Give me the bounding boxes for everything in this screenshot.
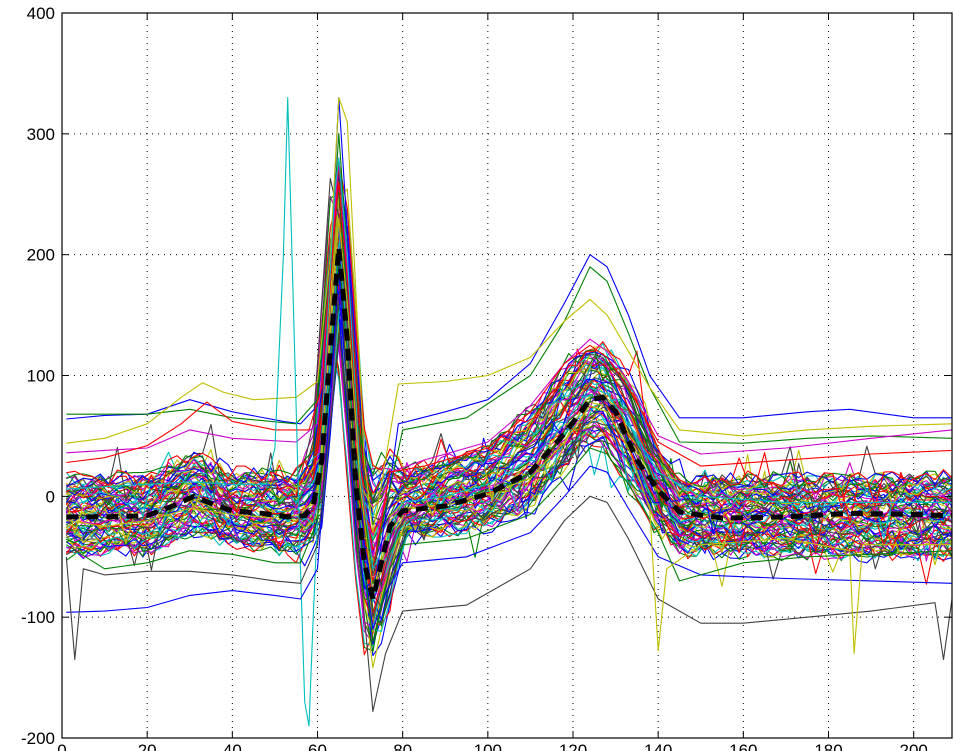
x-tick-label: 180 (814, 741, 842, 751)
x-tick-label: 20 (138, 741, 157, 751)
outlier-trace (66, 266, 952, 630)
outlier-trace (66, 97, 952, 534)
x-tick-label: 140 (644, 741, 672, 751)
signal-trace (65, 188, 952, 507)
x-tick-label: 100 (474, 741, 502, 751)
signal-trace (66, 321, 952, 632)
mean-trace-line (66, 247, 952, 600)
signal-trace (66, 161, 952, 508)
outlier-trace (66, 97, 952, 594)
signal-trace (66, 161, 952, 489)
grid-lines (62, 13, 952, 738)
signal-traces (65, 97, 952, 727)
x-tick-label: 0 (57, 741, 66, 751)
outlier-trace (66, 217, 952, 654)
y-tick-label: 200 (27, 246, 55, 265)
x-tick-label: 40 (223, 741, 242, 751)
outlier-trace (65, 332, 952, 712)
y-tick-label: 400 (27, 4, 55, 23)
outlier-trace (66, 97, 952, 727)
outlier-trace (66, 133, 952, 570)
tick-labels: 0 20 40 60 80 100 120 140 160 180 200 -200 -100 0 100 2… (21, 4, 928, 751)
y-tick-label: 300 (27, 125, 55, 144)
y-tick-label: 0 (46, 487, 55, 506)
x-tick-label: 160 (729, 741, 757, 751)
y-tick-label: 100 (27, 367, 55, 386)
x-tick-label: 120 (559, 741, 587, 751)
y-tick-label: -200 (21, 729, 55, 748)
y-tick-label: -100 (21, 608, 55, 627)
x-tick-label: 60 (308, 741, 327, 751)
mean-trace (66, 247, 952, 600)
x-tick-label: 200 (899, 741, 927, 751)
signal-trace (66, 325, 952, 621)
signal-trace (66, 225, 952, 534)
x-tick-label: 80 (393, 741, 412, 751)
axis-ticks (61, 12, 952, 739)
